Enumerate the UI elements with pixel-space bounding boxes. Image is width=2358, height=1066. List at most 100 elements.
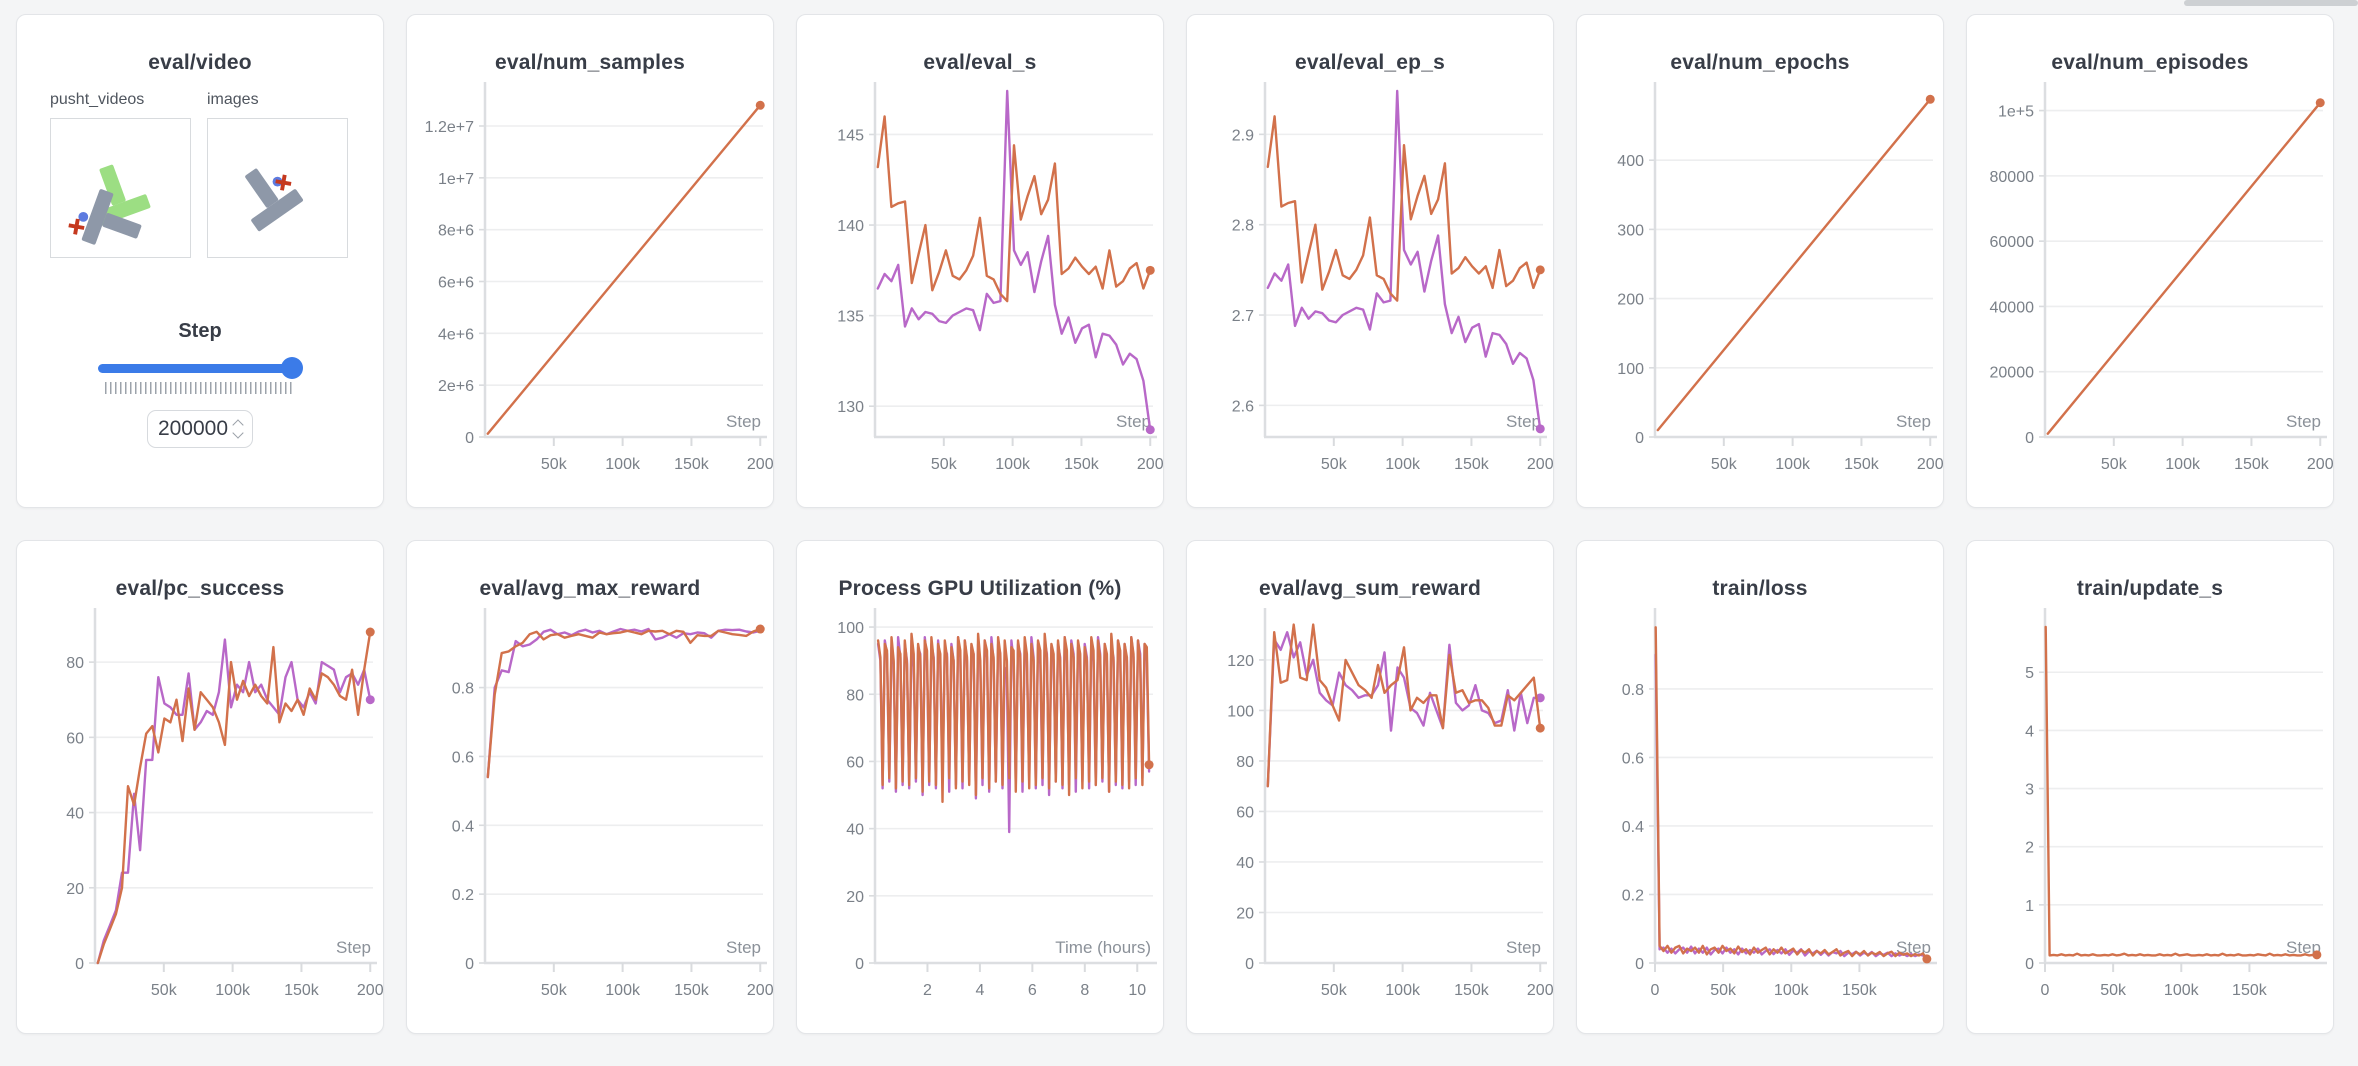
agent-dot: [78, 211, 89, 222]
line-chart[interactable]: 0 20 40 60 80 100 2 4 6 8 10 Time (hours): [797, 603, 1164, 1003]
line-chart[interactable]: 0 2e+6 4e+6 6e+6 8e+6 1e+7 1.2e+7 50k 100k 150k 20…: [407, 77, 774, 477]
pusht-video-thumbnail[interactable]: [50, 118, 191, 258]
block-tee-shape: [245, 168, 303, 232]
svg-text:0.2: 0.2: [1622, 887, 1644, 904]
line-chart[interactable]: 0 100 200 300 400 50k 100k 150k 200 Step: [1577, 77, 1944, 477]
svg-text:200: 200: [747, 456, 774, 473]
svg-text:100: 100: [1227, 703, 1254, 720]
panel-eval-num-episodes[interactable]: eval/num_episodes 0 20000 40000 60000 80000 1…: [1966, 14, 2334, 508]
svg-text:0: 0: [465, 956, 474, 973]
svg-text:40: 40: [66, 806, 84, 823]
svg-text:50k: 50k: [1710, 982, 1737, 999]
svg-text:Step: Step: [1116, 412, 1151, 431]
svg-text:1e+5: 1e+5: [1998, 104, 2034, 121]
svg-text:80: 80: [66, 655, 84, 672]
step-value-input[interactable]: 200000: [147, 410, 253, 448]
svg-text:100k: 100k: [1774, 982, 1810, 999]
svg-text:0.8: 0.8: [452, 681, 474, 698]
line-chart[interactable]: 0 0.2 0.4 0.6 0.8 50k 100k 150k 200 Step: [407, 603, 774, 1003]
horizontal-scrollbar-thumb[interactable]: [2184, 0, 2358, 6]
images-thumbnail[interactable]: [207, 118, 348, 258]
stepper-down-icon[interactable]: [232, 427, 244, 439]
slider-track[interactable]: [97, 364, 296, 373]
panel-title: train/update_s: [2076, 577, 2224, 600]
svg-text:6: 6: [1028, 982, 1037, 999]
svg-text:100k: 100k: [995, 456, 1031, 473]
panel-title: eval/eval_s: [923, 51, 1037, 74]
svg-text:400: 400: [1617, 153, 1644, 170]
svg-text:50k: 50k: [541, 982, 568, 999]
step-control: Step 200000: [17, 320, 383, 448]
panel-title: train/loss: [1712, 577, 1808, 600]
svg-text:200: 200: [747, 982, 774, 999]
svg-text:Step: Step: [1896, 412, 1931, 431]
svg-text:140: 140: [837, 218, 864, 235]
panel-eval-avg-sum-reward[interactable]: eval/avg_sum_reward 0 20 40 60 80 100 120 50k 10…: [1186, 540, 1554, 1034]
svg-text:150k: 150k: [284, 982, 320, 999]
slider-thumb[interactable]: [280, 357, 303, 379]
svg-text:0: 0: [1635, 430, 1644, 447]
svg-text:20000: 20000: [1990, 365, 2035, 382]
svg-text:0: 0: [1651, 982, 1660, 999]
svg-text:50k: 50k: [2100, 982, 2127, 999]
panel-eval-avg-max-reward[interactable]: eval/avg_max_reward 0 0.2 0.4 0.6 0.8 50k 100k…: [406, 540, 774, 1034]
svg-text:1e+7: 1e+7: [438, 171, 474, 188]
svg-text:0: 0: [1245, 956, 1254, 973]
svg-text:200: 200: [1527, 982, 1554, 999]
panel-eval-video[interactable]: eval/video pusht_videos: [16, 14, 384, 508]
svg-text:8: 8: [1080, 982, 1089, 999]
svg-text:50k: 50k: [1321, 982, 1348, 999]
svg-text:100k: 100k: [2165, 456, 2201, 473]
svg-text:0: 0: [2041, 982, 2050, 999]
svg-text:100k: 100k: [605, 982, 641, 999]
svg-text:200: 200: [1917, 456, 1944, 473]
svg-text:0.6: 0.6: [452, 749, 474, 766]
svg-text:50k: 50k: [1321, 456, 1348, 473]
pusht-scene-image: [245, 168, 303, 232]
line-chart[interactable]: 0 20 40 60 80 50k 100k 150k 200 Step: [17, 603, 384, 1003]
svg-text:0.4: 0.4: [1622, 819, 1644, 836]
line-chart[interactable]: 2.6 2.7 2.8 2.9 50k 100k 150k 200 Step: [1187, 77, 1554, 477]
svg-text:100k: 100k: [215, 982, 251, 999]
pusht-videos-thumb: pusht_videos: [50, 91, 191, 258]
panel-title: Process GPU Utilization (%): [838, 577, 1122, 600]
svg-text:Step: Step: [726, 938, 761, 957]
svg-text:1: 1: [2025, 898, 2034, 915]
svg-text:Step: Step: [1506, 412, 1541, 431]
line-chart[interactable]: 0 20 40 60 80 100 120 50k 100k 150k 200 Step: [1187, 603, 1554, 1003]
svg-text:100: 100: [837, 620, 864, 637]
panel-process-gpu-utilization[interactable]: Process GPU Utilization (%) 0 20 40 60 80 100…: [796, 540, 1164, 1034]
svg-text:2e+6: 2e+6: [438, 378, 474, 395]
svg-text:150k: 150k: [1842, 982, 1878, 999]
svg-text:80: 80: [846, 687, 864, 704]
step-slider[interactable]: [97, 357, 303, 379]
svg-text:4: 4: [2025, 723, 2034, 740]
line-chart[interactable]: 0 0.2 0.4 0.6 0.8 0 50k 100k 150k Step: [1577, 603, 1944, 1003]
panel-train-update-s[interactable]: train/update_s 0 1 2 3 4 5 0 50k 100k 150k Step: [1966, 540, 2334, 1034]
panel-title: eval/num_epochs: [1670, 51, 1850, 74]
line-chart[interactable]: 130 135 140 145 50k 100k 150k 200 Step: [797, 77, 1164, 477]
svg-text:200: 200: [1617, 292, 1644, 309]
svg-text:0: 0: [2025, 430, 2034, 447]
svg-text:150k: 150k: [1844, 456, 1880, 473]
panel-title: eval/pc_success: [115, 577, 285, 600]
line-chart[interactable]: 0 1 2 3 4 5 0 50k 100k 150k Step: [1967, 603, 2334, 1003]
panel-title: eval/num_episodes: [2051, 51, 2249, 74]
panel-eval-eval-ep-s[interactable]: eval/eval_ep_s 2.6 2.7 2.8 2.9 50k 100k 150k 20…: [1186, 14, 1554, 508]
panel-eval-num-epochs[interactable]: eval/num_epochs 0 100 200 300 400 50k 100k 150k…: [1576, 14, 1944, 508]
step-value: 200000: [157, 417, 229, 440]
panel-train-loss[interactable]: train/loss 0 0.2 0.4 0.6 0.8 0 50k 100k 150k Step: [1576, 540, 1944, 1034]
line-chart[interactable]: 0 20000 40000 60000 80000 1e+5 50k 100k 150k 200 S…: [1967, 77, 2334, 477]
panel-eval-num-samples[interactable]: eval/num_samples 0 2e+6 4e+6 6e+6 8e+6 1e+7 1.…: [406, 14, 774, 508]
panel-title: eval/avg_sum_reward: [1258, 577, 1482, 600]
svg-text:0.4: 0.4: [452, 818, 474, 835]
pusht-scene-image: [68, 164, 151, 245]
svg-text:40: 40: [1236, 855, 1254, 872]
svg-text:Step: Step: [2286, 938, 2321, 957]
svg-text:150k: 150k: [1064, 456, 1100, 473]
svg-text:50k: 50k: [151, 982, 178, 999]
svg-text:8e+6: 8e+6: [438, 223, 474, 240]
panel-eval-eval-s[interactable]: eval/eval_s 130 135 140 145 50k 100k 150k 200 St…: [796, 14, 1164, 508]
panel-eval-pc-success[interactable]: eval/pc_success 0 20 40 60 80 50k 100k 150k 200 S…: [16, 540, 384, 1034]
